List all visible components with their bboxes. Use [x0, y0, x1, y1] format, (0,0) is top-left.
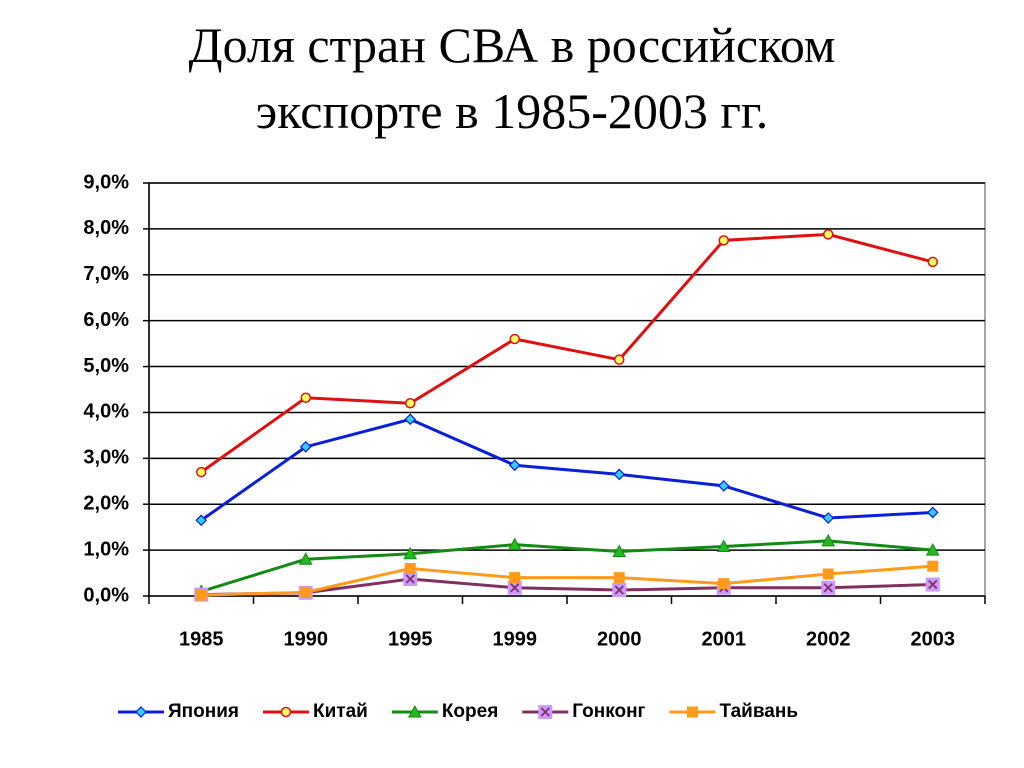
marker [405, 398, 416, 409]
marker [614, 354, 625, 365]
marker [507, 537, 522, 551]
marker [404, 562, 416, 574]
marker [538, 705, 553, 719]
marker [508, 459, 521, 472]
marker [403, 546, 418, 560]
x-tick-label: 1995 [388, 628, 433, 650]
x-tick-label: 2000 [597, 628, 642, 650]
x-tick-label: 2003 [911, 628, 956, 650]
marker-cross [540, 707, 550, 717]
marker [821, 580, 836, 595]
marker [925, 577, 940, 592]
legend-label: Гонконг [572, 701, 645, 722]
marker-cross [614, 585, 624, 595]
y-tick-label: 0,0% [83, 584, 129, 606]
marker [822, 568, 834, 580]
legend-label: Корея [442, 701, 498, 722]
x-tick-label: 2002 [806, 628, 851, 650]
legend-label: Китай [313, 701, 368, 722]
marker-cross [510, 583, 520, 593]
marker [509, 572, 521, 584]
marker [135, 706, 147, 718]
y-tick-label: 1,0% [83, 538, 129, 560]
marker [300, 586, 312, 598]
marker [407, 704, 422, 718]
marker [717, 480, 730, 492]
y-tick-label: 9,0% [83, 171, 129, 193]
marker [196, 466, 207, 478]
x-tick-label: 2001 [702, 628, 747, 650]
marker [612, 583, 627, 598]
series-line [200, 417, 933, 522]
x-tick-label: 1990 [284, 628, 329, 650]
y-tick-label: 3,0% [83, 447, 129, 469]
y-tick-label: 8,0% [83, 217, 129, 239]
marker [195, 514, 208, 527]
marker [926, 506, 939, 519]
y-tick-label: 6,0% [83, 309, 129, 331]
marker [925, 543, 940, 556]
marker [507, 580, 522, 595]
marker [195, 589, 207, 601]
marker [299, 441, 312, 453]
y-tick-label: 2,0% [83, 493, 129, 515]
chart-title: экспорте в 1985-2003 гг. [256, 83, 768, 139]
plot-area [148, 182, 986, 597]
marker [927, 560, 939, 572]
marker [298, 552, 313, 565]
marker-cross [823, 583, 833, 593]
series-line [200, 232, 934, 474]
marker-cross [928, 579, 938, 590]
marker [509, 333, 520, 345]
y-tick-label: 7,0% [83, 263, 129, 285]
marker [716, 539, 731, 552]
series-line [201, 564, 933, 597]
marker [612, 544, 627, 557]
marker [300, 392, 311, 404]
marker [823, 229, 834, 240]
marker [686, 706, 698, 718]
y-tick-label: 4,0% [83, 401, 129, 423]
marker-cross [405, 574, 415, 584]
legend-label: Тайвань [719, 701, 798, 722]
marker [718, 578, 730, 590]
chart-title: Доля стран СВА в российском [188, 17, 835, 73]
marker [280, 706, 292, 718]
marker [927, 256, 938, 268]
x-tick-label: 1985 [179, 628, 224, 650]
series-line [201, 577, 933, 597]
legend-label: Япония [168, 701, 239, 722]
marker [822, 512, 835, 524]
y-tick-label: 5,0% [83, 355, 129, 377]
x-tick-label: 1999 [493, 628, 538, 650]
marker [821, 533, 836, 547]
marker [404, 413, 417, 426]
series-line [200, 539, 933, 593]
marker [403, 572, 418, 587]
marker [613, 572, 625, 584]
marker [613, 468, 626, 481]
marker [718, 235, 729, 246]
